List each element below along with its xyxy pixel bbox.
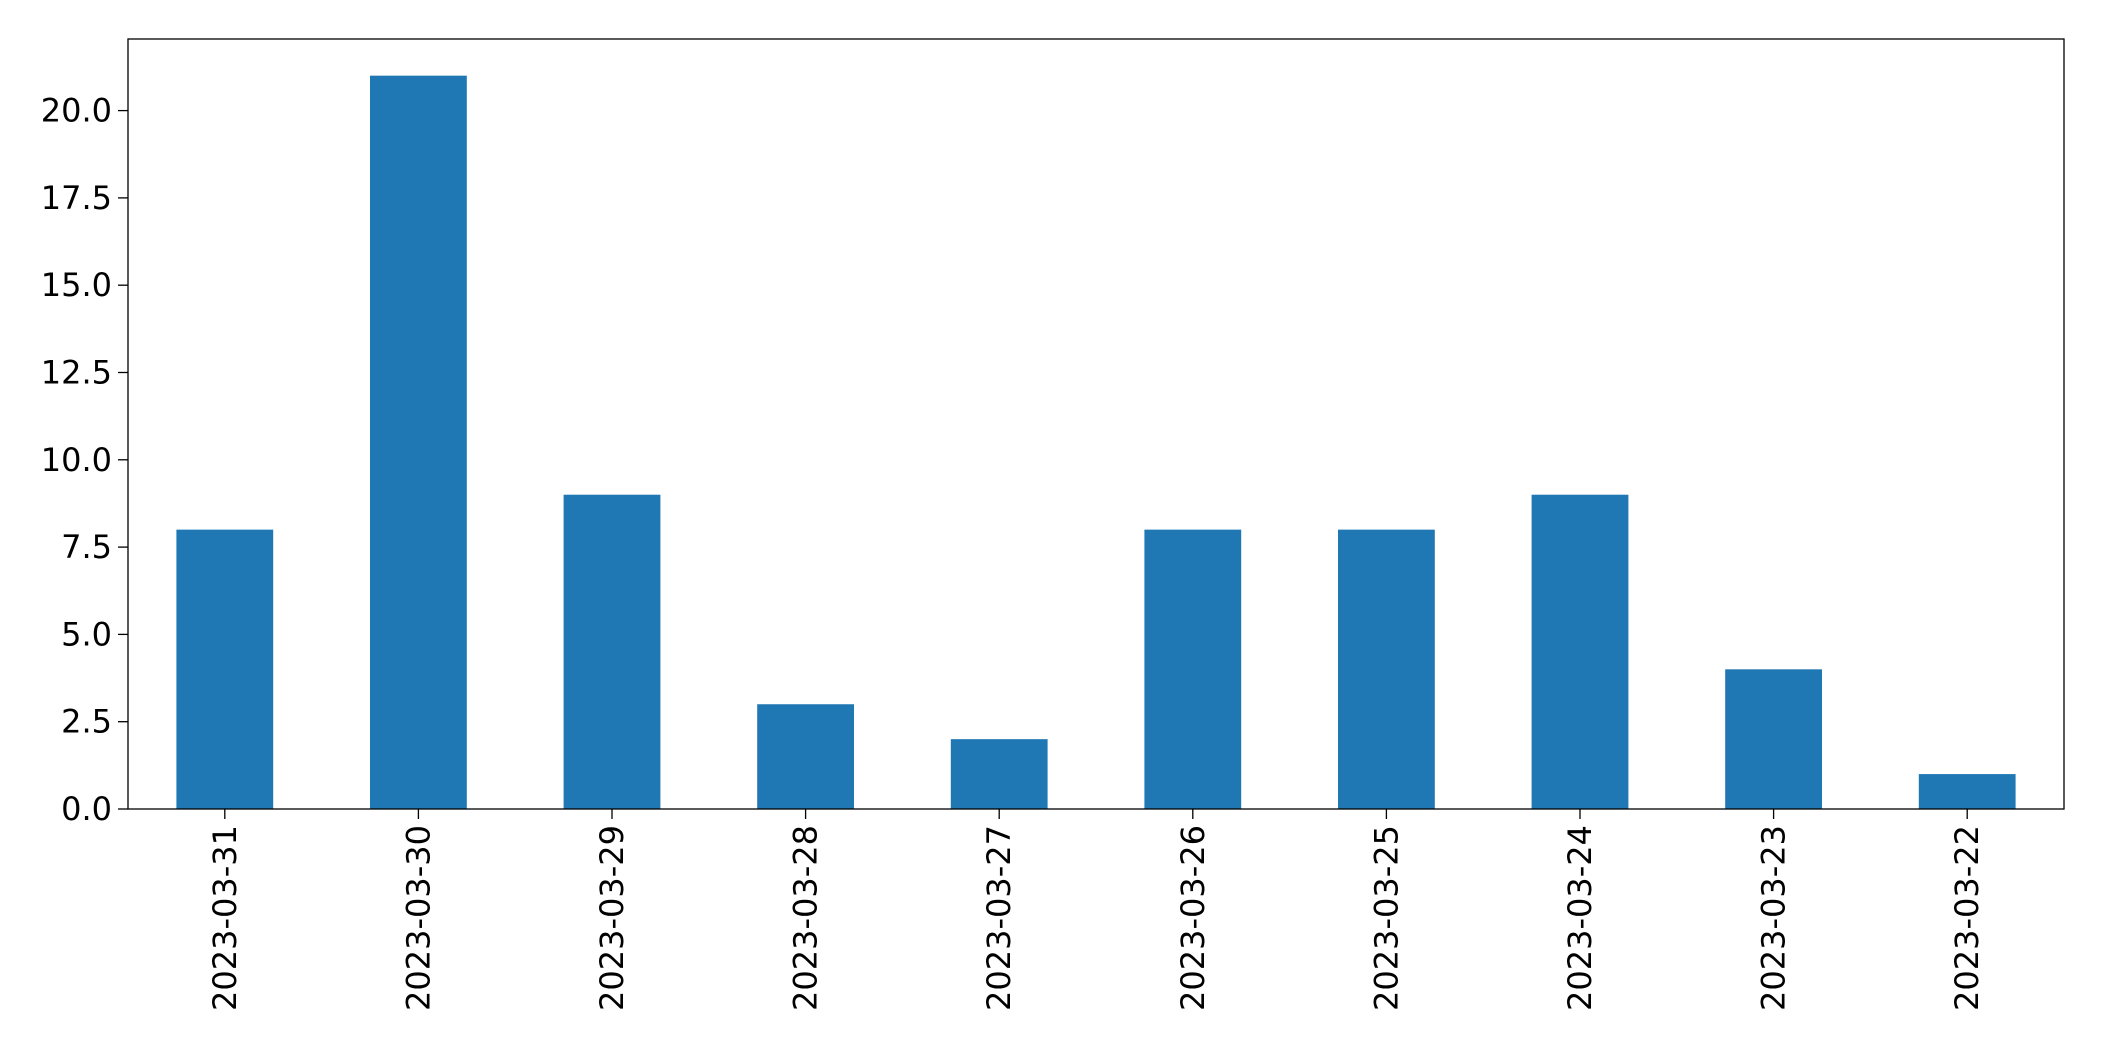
bar [370, 75, 467, 809]
y-tick-label: 2.5 [61, 703, 112, 741]
bar [563, 494, 661, 809]
x-tick-label: 2023-03-24 [1561, 825, 1599, 1011]
bar [176, 529, 274, 809]
y-tick-label: 5.0 [61, 615, 112, 653]
bar [1918, 774, 2016, 809]
y-tick-label: 0.0 [61, 790, 112, 828]
bar [1531, 494, 1629, 809]
x-tick-label: 2023-03-27 [980, 825, 1018, 1011]
x-tick-label: 2023-03-28 [787, 825, 825, 1011]
x-tick-label: 2023-03-23 [1755, 825, 1793, 1011]
bar [1338, 529, 1435, 809]
plot-frame [127, 38, 2065, 810]
x-tick-label: 2023-03-31 [206, 825, 244, 1011]
bar [1144, 529, 1242, 809]
y-tick-label: 20.0 [41, 92, 112, 130]
y-tick-label: 10.0 [41, 441, 112, 479]
x-tick-label: 2023-03-29 [593, 825, 631, 1011]
x-tick-label: 2023-03-22 [1948, 825, 1986, 1011]
bar [757, 704, 854, 809]
x-tick-label: 2023-03-25 [1367, 825, 1405, 1011]
x-tick-label: 2023-03-30 [399, 825, 437, 1011]
y-tick-label: 15.0 [41, 266, 112, 304]
bar [1725, 669, 1822, 809]
x-tick-label: 2023-03-26 [1174, 825, 1212, 1011]
y-tick-label: 17.5 [41, 179, 112, 217]
y-tick-label: 12.5 [41, 353, 112, 391]
bar [950, 739, 1048, 809]
y-tick-label: 7.5 [61, 528, 112, 566]
